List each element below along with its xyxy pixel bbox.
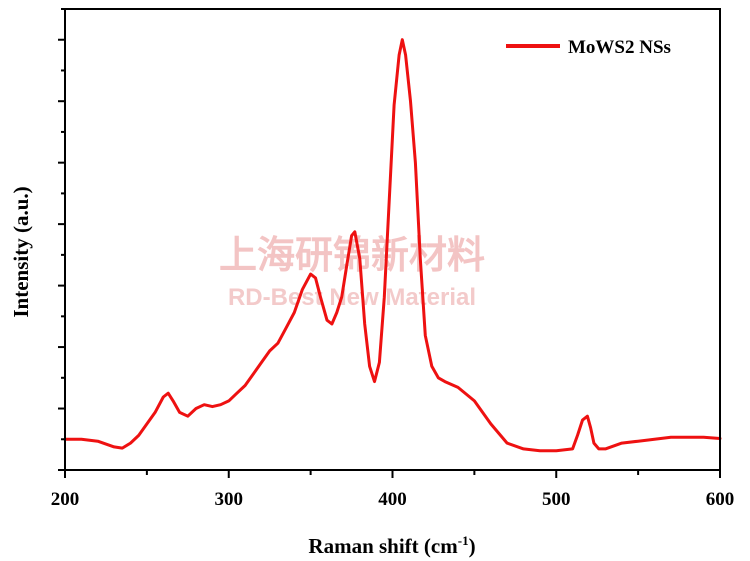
- x-tick-label: 500: [542, 489, 571, 510]
- x-axis-title-superscript: -1: [458, 533, 469, 548]
- x-axis-title: Raman shift (cm-1): [308, 533, 475, 558]
- legend-label-mows2: MoWS2 NSs: [568, 37, 671, 58]
- x-tick-label: 400: [378, 489, 407, 510]
- x-tick-label: 200: [51, 489, 80, 510]
- watermark: 上海研锦新材料 RD-Best New Material: [219, 233, 485, 311]
- x-tick-label: 300: [215, 489, 244, 510]
- y-axis-title: Intensity (a.u.): [9, 186, 33, 317]
- series-layer: [63, 38, 722, 453]
- x-tick-labels: 200 300 400 500 600: [51, 489, 735, 510]
- legend: MoWS2 NSs: [506, 37, 671, 58]
- series-line-0: [63, 38, 722, 453]
- x-tick-label: 600: [706, 489, 735, 510]
- axis-ticks: [58, 8, 721, 478]
- watermark-english: RD-Best New Material: [228, 284, 476, 311]
